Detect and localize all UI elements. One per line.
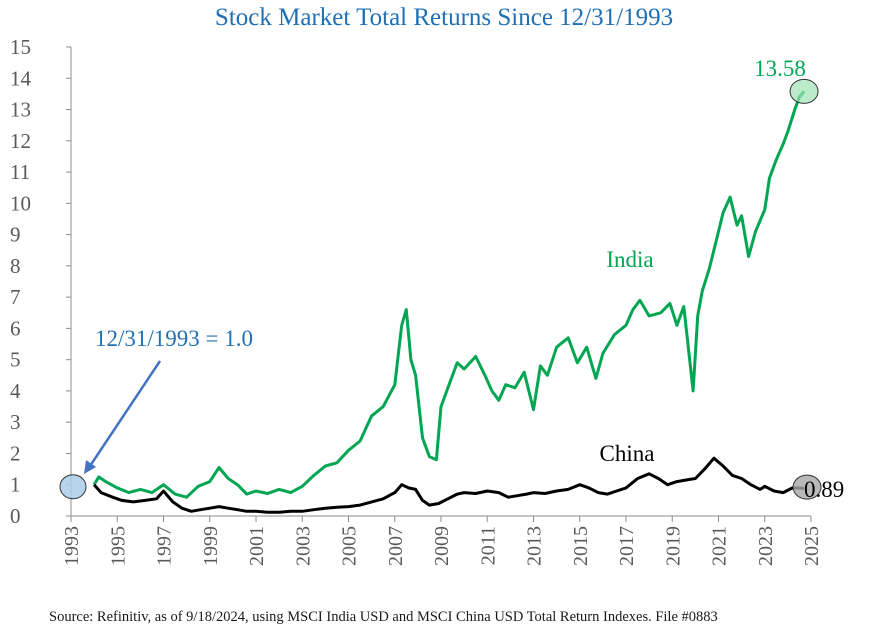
china-series-label: China xyxy=(600,441,655,466)
india-line xyxy=(92,90,806,499)
x-tick-label: 2011 xyxy=(477,526,499,565)
y-tick-label: 11 xyxy=(10,160,30,184)
china-line xyxy=(92,456,805,514)
y-tick-label: 3 xyxy=(10,410,21,434)
china-end-highlight-circle xyxy=(792,474,822,500)
y-tick-label: 6 xyxy=(10,316,21,340)
china-end-value-label: 0.89 xyxy=(804,477,844,502)
x-tick-label: 2015 xyxy=(570,526,592,566)
y-tick-label: 1 xyxy=(10,473,21,497)
x-tick-label: 2013 xyxy=(524,526,546,566)
baseline-arrow-head xyxy=(84,460,96,474)
x-tick-label: 1999 xyxy=(200,526,222,566)
x-tick-label: 2009 xyxy=(431,526,453,566)
source-note: Source: Refinitiv, as of 9/18/2024, usin… xyxy=(49,609,718,625)
x-tick-label: 1995 xyxy=(107,526,129,566)
baseline-highlight-circle xyxy=(59,474,87,500)
chart-canvas: Stock Market Total Returns Since 12/31/1… xyxy=(10,4,844,566)
y-tick-label: 7 xyxy=(10,285,21,309)
y-tick-label: 4 xyxy=(10,379,21,403)
baseline-arrow xyxy=(88,360,162,467)
chart-title: Stock Market Total Returns Since 12/31/1… xyxy=(215,4,673,31)
india-series-label: India xyxy=(606,247,653,272)
x-axis-ticks: 1993 1995 1997 1999 2001 2003 2005 2007 2009 2011… xyxy=(61,516,823,566)
y-tick-label: 9 xyxy=(10,223,21,247)
x-tick-label: 2007 xyxy=(385,526,407,566)
y-tick-label: 14 xyxy=(10,66,32,90)
x-tick-label: 2017 xyxy=(616,526,638,566)
y-tick-label: 13 xyxy=(10,98,31,122)
x-tick-label: 2001 xyxy=(246,526,268,566)
y-tick-label: 8 xyxy=(10,254,21,278)
india-end-value-label: 13.58 xyxy=(754,56,806,81)
y-tick-label: 15 xyxy=(10,35,31,59)
x-tick-label: 2005 xyxy=(339,526,361,566)
x-tick-label: 2003 xyxy=(292,526,314,566)
india-end-highlight-circle xyxy=(789,78,819,104)
x-tick-label: 2023 xyxy=(755,526,777,566)
y-tick-label: 10 xyxy=(10,191,31,215)
x-tick-label: 2021 xyxy=(709,526,731,566)
y-tick-label: 0 xyxy=(10,504,21,528)
y-tick-label: 2 xyxy=(10,441,21,465)
baseline-annotation: 12/31/1993 = 1.0 xyxy=(95,326,253,351)
series-lines xyxy=(92,90,806,514)
x-tick-label: 1993 xyxy=(61,526,83,566)
highlight-markers xyxy=(59,78,822,500)
x-tick-label: 2025 xyxy=(801,526,823,566)
x-tick-label: 2019 xyxy=(662,526,684,566)
x-tick-label: 1997 xyxy=(154,526,176,566)
y-tick-label: 5 xyxy=(10,348,21,372)
y-tick-label: 12 xyxy=(10,129,31,153)
